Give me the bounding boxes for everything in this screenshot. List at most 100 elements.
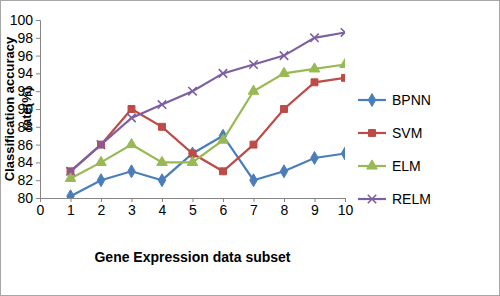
series xyxy=(67,129,345,198)
marker-shape xyxy=(341,28,345,36)
x-tick-label: 6 xyxy=(220,202,228,218)
legend-marker xyxy=(368,195,376,203)
series-marker xyxy=(220,168,227,175)
x-tick-label: 10 xyxy=(338,202,354,218)
x-tick: 4 xyxy=(159,198,167,218)
marker-shape xyxy=(97,174,104,187)
marker-shape xyxy=(159,123,166,130)
marker-shape xyxy=(250,141,257,148)
x-axis: 012345678910 xyxy=(37,198,354,218)
series-marker xyxy=(65,172,76,181)
series-marker xyxy=(158,174,165,187)
y-tick-label: 84 xyxy=(17,154,33,170)
y-tick-mark xyxy=(36,162,40,163)
series-marker xyxy=(281,106,288,113)
y-tick: 84 xyxy=(17,154,40,170)
x-tick: 0 xyxy=(37,198,45,218)
marker-shape xyxy=(310,34,318,42)
x-tick: 2 xyxy=(98,198,106,218)
marker-shape xyxy=(128,106,135,113)
series-marker xyxy=(250,174,257,187)
marker-shape xyxy=(311,79,318,86)
y-tick-mark xyxy=(36,56,40,57)
legend-entry: SVM xyxy=(358,125,422,141)
marker-shape xyxy=(280,165,287,178)
series-line xyxy=(71,136,346,197)
marker-shape xyxy=(158,174,165,187)
chart-frame xyxy=(1,1,500,296)
x-tick-label: 7 xyxy=(250,202,258,218)
series-marker xyxy=(248,85,259,94)
series-marker xyxy=(280,165,287,178)
y-tick-mark xyxy=(36,109,40,110)
series-marker xyxy=(96,156,107,165)
marker-shape xyxy=(281,106,288,113)
marker-shape xyxy=(97,140,105,148)
y-tick-mark xyxy=(36,198,40,199)
marker-shape xyxy=(157,156,168,165)
legend-label: ELM xyxy=(392,158,421,174)
marker-shape xyxy=(96,156,107,165)
legend-entry: ELM xyxy=(358,158,421,174)
series-marker xyxy=(311,79,318,86)
y-tick-label: 86 xyxy=(17,137,33,153)
marker-shape xyxy=(187,156,198,165)
y-tick: 96 xyxy=(17,48,40,64)
y-tick: 94 xyxy=(17,65,40,81)
series-marker xyxy=(249,60,257,68)
x-tick: 10 xyxy=(338,198,354,218)
series-marker xyxy=(127,114,135,122)
y-tick-mark xyxy=(36,91,40,92)
series-marker xyxy=(159,123,166,130)
y-tick-label: 98 xyxy=(17,30,33,46)
marker-shape xyxy=(250,174,257,187)
marker-shape xyxy=(127,114,135,122)
series-line xyxy=(71,32,346,171)
series-marker xyxy=(157,156,168,165)
y-tick-mark xyxy=(36,38,40,39)
series-marker xyxy=(128,165,135,178)
y-tick-mark xyxy=(36,145,40,146)
x-tick: 7 xyxy=(250,198,258,218)
series-marker xyxy=(187,156,198,165)
series-marker xyxy=(250,141,257,148)
marker-shape xyxy=(218,134,229,143)
x-tick-label: 4 xyxy=(159,202,167,218)
marker-shape xyxy=(126,139,137,148)
series-marker xyxy=(218,134,229,143)
x-tick: 8 xyxy=(281,198,289,218)
chart: 80828486889092949698100012345678910Gene … xyxy=(0,0,500,296)
x-tick-label: 8 xyxy=(281,202,289,218)
series-marker xyxy=(98,141,105,148)
plot-area xyxy=(65,28,345,198)
x-tick-label: 3 xyxy=(128,202,136,218)
x-tick: 6 xyxy=(220,198,228,218)
marker-shape xyxy=(367,160,378,169)
series-marker xyxy=(280,51,288,59)
y-tick: 86 xyxy=(17,137,40,153)
y-tick: 98 xyxy=(17,30,40,46)
x-tick-label: 9 xyxy=(311,202,319,218)
x-tick-label: 2 xyxy=(98,202,106,218)
y-tick-mark xyxy=(36,20,40,21)
y-tick: 100 xyxy=(10,12,40,28)
y-tick-label: 82 xyxy=(17,172,33,188)
x-tick: 9 xyxy=(311,198,319,218)
y-axis-title: Classification accuracyrate(%) xyxy=(2,36,34,181)
x-axis-title: Gene Expression data subset xyxy=(94,249,290,265)
marker-shape xyxy=(309,63,320,72)
y-axis-line xyxy=(36,21,41,199)
marker-shape xyxy=(219,69,227,77)
legend-marker xyxy=(368,94,375,107)
marker-shape xyxy=(67,190,74,198)
marker-shape xyxy=(369,130,376,137)
marker-shape xyxy=(311,152,318,165)
series-marker xyxy=(340,58,345,67)
legend-entry: BPNN xyxy=(358,92,431,108)
y-tick-label: 94 xyxy=(17,65,33,81)
marker-shape xyxy=(340,58,345,67)
series xyxy=(66,28,345,175)
marker-shape xyxy=(220,168,227,175)
series-marker xyxy=(342,74,345,81)
marker-shape xyxy=(128,165,135,178)
